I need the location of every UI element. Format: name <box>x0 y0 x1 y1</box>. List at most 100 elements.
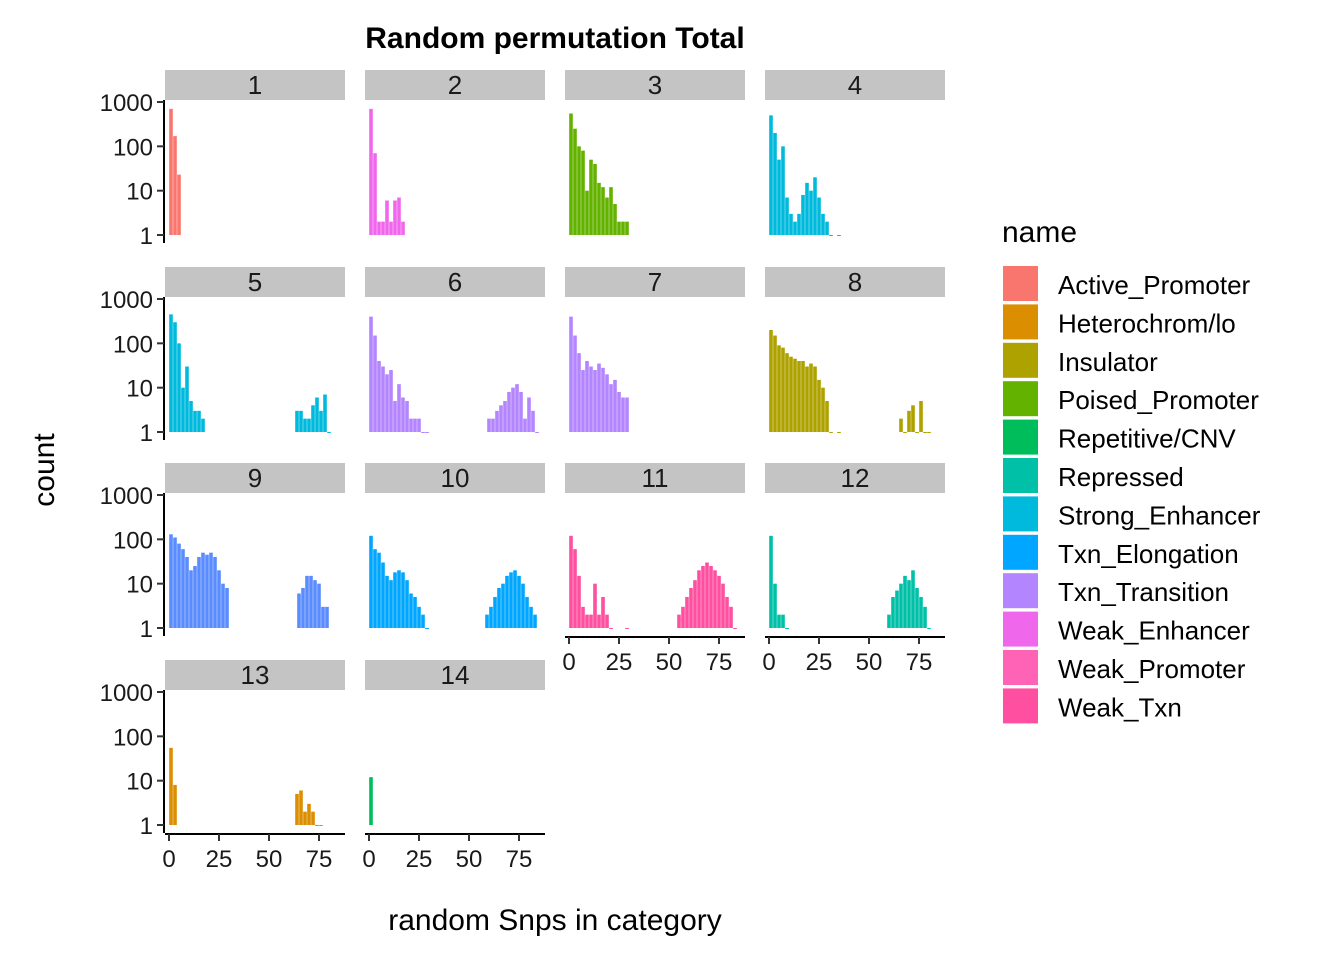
histogram-bar <box>425 628 429 629</box>
histogram-bar <box>895 590 899 628</box>
histogram-bar <box>581 150 585 235</box>
histogram-bar <box>577 575 581 628</box>
y-tick-label: 10 <box>126 769 153 796</box>
histogram-bar <box>769 115 773 235</box>
facet-panel-14: 14 0 25 50 75 <box>362 660 545 873</box>
histogram-bar <box>573 128 577 235</box>
histogram-bar <box>809 363 813 432</box>
histogram-bar <box>733 628 737 629</box>
histogram-bar <box>769 329 773 432</box>
histogram-bar <box>389 221 393 235</box>
legend-item: Repressed <box>1003 458 1184 493</box>
histogram-bar <box>295 410 299 432</box>
histogram-bar <box>221 583 225 628</box>
histogram-bar <box>777 159 781 235</box>
x-tick-label: 75 <box>506 846 533 873</box>
legend-label: Insulator <box>1058 347 1158 377</box>
histogram-bar <box>213 556 217 628</box>
histogram-bar <box>405 401 409 432</box>
x-tick-label: 50 <box>256 846 283 873</box>
legend: name Active_Promoter Heterochrom/lo Insula… <box>1002 216 1261 724</box>
histogram-bar <box>381 366 385 432</box>
histogram-bar <box>805 182 809 235</box>
histogram-bar <box>185 366 189 432</box>
histogram-bar <box>903 432 907 433</box>
legend-label: Txn_Transition <box>1058 577 1229 607</box>
histogram-bar <box>813 366 817 432</box>
histogram-bar <box>177 174 181 235</box>
facet-strip-label: 8 <box>848 267 862 297</box>
histogram-bar <box>773 335 777 432</box>
histogram-bar <box>505 575 509 628</box>
histogram-bar <box>393 572 397 628</box>
histogram-bar <box>589 366 593 432</box>
histogram-bar <box>197 410 201 432</box>
histogram-bar <box>369 316 373 432</box>
x-tick-label: 0 <box>162 846 175 873</box>
histogram-bar <box>581 370 585 432</box>
x-tick-label: 25 <box>606 649 633 676</box>
histogram-bar <box>325 606 329 628</box>
histogram-bar <box>829 235 833 236</box>
x-tick-label: 25 <box>406 846 433 873</box>
histogram-bar <box>781 146 785 235</box>
legend-swatch <box>1003 611 1038 647</box>
facet-panel-7: 7 <box>565 267 745 432</box>
histogram-bar <box>173 136 177 235</box>
histogram-bar <box>773 132 777 235</box>
facet-strip <box>165 267 345 297</box>
histogram-bar <box>513 570 517 628</box>
histogram-bar <box>205 554 209 628</box>
histogram-bar <box>837 235 841 236</box>
histogram-bar <box>693 580 697 628</box>
facet-strip <box>565 70 745 100</box>
histogram-bar <box>915 587 919 628</box>
legend-item: Weak_Promoter <box>1003 650 1246 685</box>
histogram-bar <box>923 432 927 433</box>
histogram-bar <box>381 221 385 235</box>
histogram-bar <box>323 394 327 432</box>
histogram-bar <box>177 543 181 628</box>
histogram-bar <box>821 213 825 235</box>
histogram-bar <box>327 432 331 433</box>
histogram-bar <box>193 566 197 628</box>
histogram-bar <box>789 356 793 432</box>
histogram-bar <box>593 583 597 628</box>
histogram-bar <box>609 384 613 432</box>
histogram-bar <box>413 418 417 432</box>
histogram-bar <box>169 747 173 825</box>
histogram-bar <box>677 614 681 628</box>
facet-strip-label: 9 <box>248 463 262 493</box>
histogram-bar <box>613 204 617 235</box>
histogram-bar <box>397 570 401 628</box>
histogram-bar <box>313 580 317 628</box>
histogram-bar <box>725 597 729 628</box>
histogram-bar <box>527 397 531 432</box>
histogram-bar <box>185 556 189 628</box>
histogram-bar <box>225 587 229 628</box>
histogram-bar <box>519 391 523 432</box>
histogram-bar <box>625 397 629 432</box>
y-tick-label: 100 <box>113 331 153 358</box>
facet-panel-3: 3 <box>565 70 745 235</box>
histogram-bar <box>923 606 927 628</box>
facet-strip-label: 12 <box>841 463 870 493</box>
legend-swatch <box>1003 304 1038 340</box>
histogram-bar <box>613 379 617 432</box>
histogram-bar <box>809 190 813 235</box>
histogram-bar <box>315 825 319 826</box>
facet-strip <box>565 463 745 493</box>
legend-label: Repressed <box>1058 462 1184 492</box>
histogram-bar <box>585 190 589 235</box>
facet-strip-label: 4 <box>848 70 862 100</box>
histogram-bar <box>601 187 605 235</box>
histogram-bar <box>189 401 193 432</box>
facet-strip-label: 10 <box>441 463 470 493</box>
legend-label: Poised_Promoter <box>1058 385 1259 415</box>
histogram-bar <box>569 113 573 235</box>
histogram-bar <box>169 314 173 432</box>
histogram-bar <box>817 197 821 235</box>
histogram-bar <box>487 418 491 432</box>
